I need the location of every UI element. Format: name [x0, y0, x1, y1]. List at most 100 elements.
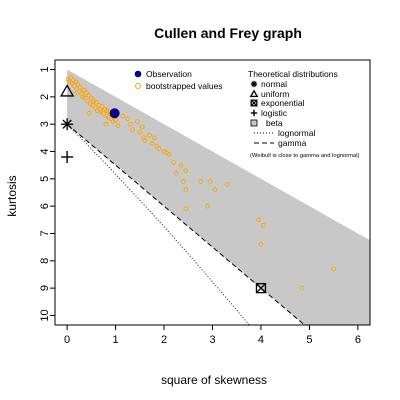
legend-logistic-label: logistic: [261, 108, 288, 118]
y-tick-label: 3: [39, 121, 51, 127]
bootstrap-point: [127, 121, 133, 127]
bootstrap-point: [256, 217, 261, 223]
bootstrap-point: [224, 181, 230, 187]
legend-exponential-marker-stroke: [250, 99, 258, 107]
exponential-marker: [255, 282, 267, 294]
bootstrap-point: [101, 110, 106, 116]
bootstrap-point: [88, 101, 93, 107]
bootstrap-point: [171, 160, 177, 165]
lognormal-line: [66, 123, 250, 325]
chart-title: Cullen and Frey graph: [154, 25, 302, 41]
legend-bootstrap-label: bootstrapped values: [146, 81, 223, 91]
bootstrap-point: [166, 151, 172, 157]
bootstrap-point: [149, 140, 155, 146]
exponential-marker-stroke: [256, 283, 266, 294]
bootstrap-point: [139, 124, 145, 130]
bootstrap-point: [98, 109, 104, 115]
bootstrap-point: [81, 87, 87, 93]
bootstrap-point: [212, 187, 218, 193]
bootstrap-point: [207, 179, 213, 184]
bootstrap-point: [84, 90, 89, 96]
x-axis-label: square of skewness: [161, 373, 267, 387]
legend-observation-marker: [134, 70, 142, 78]
bootstrap-point: [75, 82, 81, 87]
observation-point: [109, 108, 120, 119]
exponential-marker-box: [255, 282, 267, 294]
legend-weibull-note: (Weibull is close to gamma and lognormal…: [250, 153, 360, 159]
legend-normal-marker: [250, 80, 258, 88]
y-tick-label: 8: [39, 258, 51, 264]
bootstrap-point: [108, 116, 114, 122]
plot-area: [59, 69, 370, 325]
bootstrap-point: [147, 132, 152, 138]
bootstrap-point: [65, 76, 71, 82]
bootstrap-point: [198, 179, 203, 184]
legend-uniform-marker: [249, 89, 259, 98]
bootstrap-point: [76, 89, 82, 94]
y-tick-label: 4: [39, 148, 51, 154]
legend-exponential-marker: [250, 99, 258, 107]
bootstrap-point: [181, 179, 186, 184]
x-tick-label: 3: [209, 334, 215, 346]
x-tick-label: 2: [161, 334, 167, 346]
bootstrap-point: [135, 119, 140, 124]
x-tick-label: 0: [64, 334, 70, 346]
bootstrap-point: [110, 119, 116, 124]
bootstrap-point: [69, 80, 75, 86]
plot-content: [65, 69, 370, 325]
legend-observation-label: Observation: [146, 69, 192, 79]
legends: Observation bootstrapped values Theoretica…: [134, 69, 360, 159]
bootstrap-point: [103, 121, 109, 127]
bootstrap-point: [115, 123, 121, 128]
bootstrap-point: [103, 113, 109, 119]
normal-marker-stroke: [62, 119, 72, 129]
bootstrap-point: [82, 95, 88, 101]
bootstrap-point: [90, 102, 96, 108]
x-tick-label: 6: [355, 334, 361, 346]
bootstrap-point: [183, 206, 189, 212]
axes: 0 1 2 3 4 5 6 1 2 3 4 5 6 7 8 9 10: [39, 59, 371, 346]
bootstrap-point: [183, 168, 189, 173]
y-tick-label: 9: [39, 285, 51, 291]
bootstrap-point: [91, 98, 97, 104]
bootstrap-point: [258, 242, 264, 247]
bootstrap-point: [183, 187, 189, 193]
y-tick-label: 2: [39, 94, 51, 100]
uniform-marker: [59, 84, 75, 97]
y-axis-label: kurtosis: [5, 175, 19, 216]
legend-uniform-label: uniform: [261, 89, 289, 99]
bootstrap-point: [86, 110, 92, 116]
bootstrap-point: [130, 127, 135, 133]
bootstrap-point: [85, 98, 90, 104]
y-tick-label: 1: [39, 66, 51, 72]
x-tick-label: 5: [306, 334, 312, 346]
bootstrap-point: [105, 115, 111, 120]
legend-exponential-marker-box: [250, 99, 258, 107]
bootstrap-point: [88, 95, 94, 101]
bootstrap-point: [178, 162, 184, 168]
legend-theoretical-title: Theoretical distributions: [248, 69, 338, 79]
y-tick-label: 6: [39, 203, 51, 209]
bootstrap-point: [113, 117, 118, 123]
legend-normal-marker-stroke: [251, 81, 257, 87]
bootstrap-point: [156, 146, 162, 152]
bootstrap-point: [173, 171, 179, 176]
bootstrap-point: [125, 116, 131, 122]
legend-lognormal-label: lognormal: [278, 128, 315, 138]
normal-marker: [61, 118, 74, 131]
bootstrap-point: [137, 130, 143, 135]
bootstrap-point: [120, 113, 126, 119]
x-tick-label: 1: [113, 334, 119, 346]
bootstrap-point: [164, 150, 169, 156]
bootstrap-point: [77, 84, 83, 90]
bootstrap-point: [205, 203, 211, 209]
bootstrap-point: [99, 104, 105, 109]
bootstrap-point: [261, 222, 266, 228]
bootstrap-point: [80, 94, 85, 100]
legend-exponential-label: exponential: [261, 98, 305, 108]
legend-gamma-label: gamma: [278, 138, 307, 148]
bootstrap-point: [161, 149, 167, 154]
bootstrap-point: [68, 75, 73, 81]
y-tick-label: 10: [39, 309, 51, 321]
y-tick-label: 5: [39, 176, 51, 182]
